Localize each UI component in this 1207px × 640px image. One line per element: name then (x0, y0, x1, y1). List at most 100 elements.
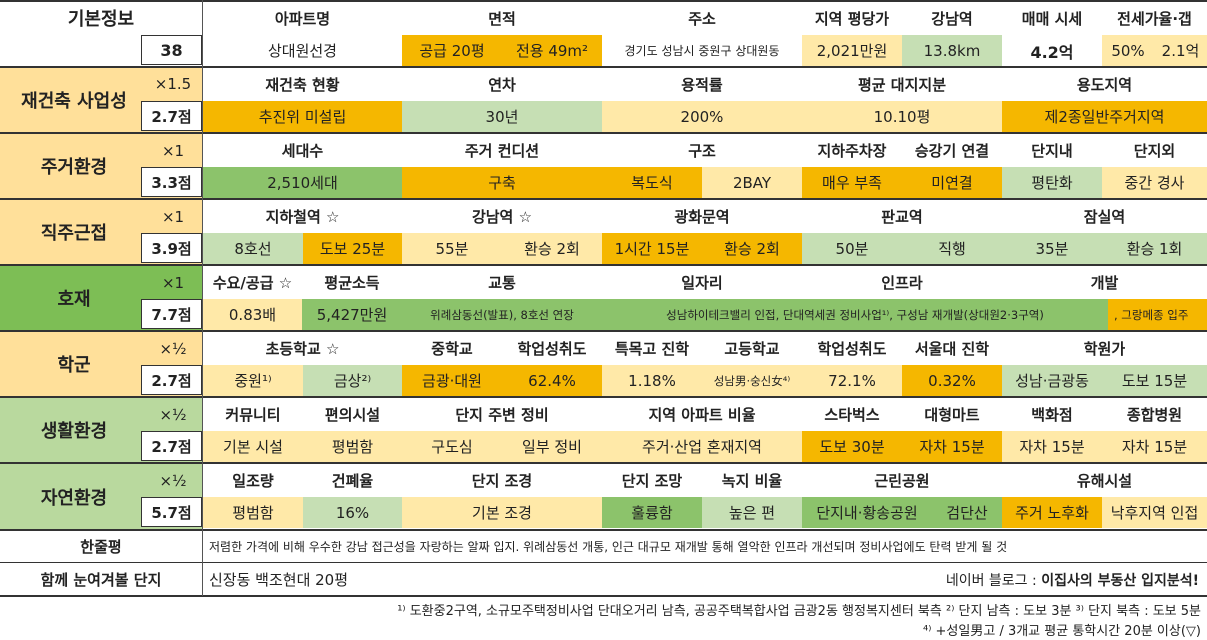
summary-text: 저렴한 가격에 비해 우수한 강남 접근성을 자랑하는 알짜 입지. 위례삼동선… (209, 540, 1008, 554)
school-multiplier: ×½ (146, 334, 200, 364)
section-living-label: 주거환경 (4, 134, 144, 198)
header-condition: 주거 컨디션 (464, 142, 540, 160)
header-coverage: 건폐율 (331, 472, 374, 490)
header-outside-slope: 단지외 (1133, 142, 1176, 160)
divider (0, 198, 1207, 200)
middle-achievement: 62.4% (502, 365, 602, 396)
header-income: 평균소득 (324, 274, 380, 292)
green-ratio: 높은 편 (702, 497, 802, 528)
divider (0, 264, 1207, 266)
header-sale-price: 매매 시세 (1021, 9, 1083, 28)
header-pangyo: 판교역 (881, 208, 923, 226)
header-gangnam-station: 강남역 ☆ (471, 208, 533, 226)
header-gwanghwamun: 광화문역 (674, 208, 730, 226)
divider (0, 529, 1207, 531)
header-building-age: 연차 (488, 75, 516, 94)
area-exclusive: 전용 49m² (502, 35, 602, 66)
pangyo-travel-time: 50분 (802, 233, 902, 264)
elementary-school-b: 금상²⁾ (303, 365, 402, 396)
header-elevator: 승강기 연결 (914, 142, 990, 160)
landscape: 기본 조경 (402, 497, 602, 528)
divider (0, 132, 1207, 134)
park-mountain: 검단산 (932, 497, 1002, 528)
structure-corridor: 복도식 (602, 167, 702, 198)
outside-slope: 중간 경사 (1102, 167, 1207, 198)
traffic-plans: 위례삼동선(발표), 8호선 연장 (402, 299, 602, 330)
price-per-pyeong: 2,021만원 (802, 35, 902, 66)
header-middle-school: 중학교 (431, 340, 473, 358)
header-infra: 인프라 (881, 274, 923, 292)
header-academy: 학원가 (1083, 340, 1126, 358)
header-mart: 대형마트 (924, 406, 980, 424)
structure-bay: 2BAY (702, 167, 802, 198)
jamsil-transfers: 환승 1회 (1102, 233, 1207, 264)
sunlight: 평범함 (203, 497, 303, 528)
living-multiplier: ×1 (146, 136, 200, 166)
sale-price: 4.2억 (1030, 42, 1074, 62)
parking: 매우 부족 (802, 167, 902, 198)
subway-walk-time: 도보 25분 (303, 233, 402, 264)
academy-area: 성남·금광동 (1002, 365, 1102, 396)
divider (0, 396, 1207, 398)
header-price-per-pyeong: 지역 평당가 (814, 9, 890, 28)
header-supply-demand: 수요/공급 ☆ (212, 274, 293, 292)
supply-demand-ratio: 0.83배 (203, 299, 302, 330)
header-community: 커뮤니티 (225, 406, 281, 424)
development-score: 7.7점 (141, 299, 202, 329)
footnote-line-2: ⁴⁾ +성일男고 / 3개교 평균 통학시간 20분 이상(▽) (923, 624, 1201, 639)
header-facility: 편의시설 (324, 406, 381, 424)
header-snu-admission: 서울대 진학 (914, 340, 990, 358)
redevelopment-plans: , 그랑메종 입주 (1108, 299, 1207, 330)
special-school-rate: 1.18% (602, 365, 702, 396)
header-floor-area-ratio: 용적률 (681, 75, 723, 94)
section-commute-label: 직주근접 (4, 200, 144, 264)
gwanghwamun-transfers: 환승 2회 (702, 233, 802, 264)
footnote-line-1: ¹⁾ 도환중2구역, 소규모주택정비사업 단대오거리 남측, 공공주택복합사업 … (397, 604, 1201, 619)
header-surroundings: 단지 주변 정비 (455, 406, 549, 424)
gangnam-distance: 13.8km (902, 35, 1002, 66)
living-score: 3.3점 (141, 167, 202, 197)
academy-distance: 도보 15분 (1102, 365, 1207, 396)
header-starbucks: 스타벅스 (824, 406, 880, 424)
gap-amount: 2.1억 (1154, 35, 1207, 66)
address: 경기도 성남시 중원구 상대원동 (624, 44, 780, 58)
header-jamsil: 잠실역 (1083, 208, 1126, 226)
commute-multiplier: ×1 (146, 202, 200, 232)
zoning: 제2종일반주거지역 (1002, 101, 1207, 132)
header-park: 근린공원 (874, 472, 930, 490)
divider (0, 330, 1207, 332)
park-nearby: 단지내·황송공원 (802, 497, 932, 528)
surroundings-area: 구도심 (402, 431, 502, 462)
header-households: 세대수 (281, 142, 324, 160)
section-lifestyle-label: 생활환경 (4, 398, 144, 462)
header-high-school: 고등학교 (724, 340, 780, 358)
jeonse-rate: 50% (1102, 35, 1154, 66)
gangnam-transfers: 환승 2회 (502, 233, 602, 264)
header-rebuild-status: 재건축 현황 (265, 75, 340, 94)
school-score: 2.7점 (141, 365, 202, 395)
header-special-school: 특목고 진학 (614, 340, 690, 358)
hazard-underdeveloped: 낙후지역 인접 (1102, 497, 1207, 528)
header-zoning: 용도지역 (1076, 75, 1133, 94)
divider-bottom (0, 595, 1207, 597)
header-hospital: 종합병원 (1126, 406, 1183, 424)
section-rebuild-label: 재건축 사업성 (4, 67, 144, 132)
snu-admission-rate: 0.32% (902, 365, 1002, 396)
nature-multiplier: ×½ (146, 466, 200, 496)
header-sunlight: 일조량 (232, 472, 274, 490)
development-multiplier: ×1 (146, 268, 200, 298)
header-area: 면적 (488, 9, 516, 28)
jobs-infra-plans: 성남하이테크밸리 인접, 단대역세권 정비사업¹⁾, 구성남 재개발(상대원2·… (602, 299, 1108, 330)
related-complex: 신장동 백조현대 20평 (209, 571, 349, 589)
section-basic-label: 기본정보 (67, 9, 135, 30)
view: 훌륭함 (602, 497, 702, 528)
blog-credit: 네이버 블로그 : 이집사의 부동산 입지분석! (780, 564, 1205, 595)
building-age: 30년 (402, 101, 602, 132)
header-traffic: 교통 (488, 274, 516, 292)
community: 기본 시설 (203, 431, 303, 462)
high-achievement: 72.1% (802, 365, 902, 396)
header-parking: 지하주차장 (817, 142, 887, 160)
gangnam-travel-time: 55분 (402, 233, 502, 264)
header-subway: 지하철역 ☆ (265, 208, 340, 226)
header-jobs: 일자리 (681, 274, 723, 292)
